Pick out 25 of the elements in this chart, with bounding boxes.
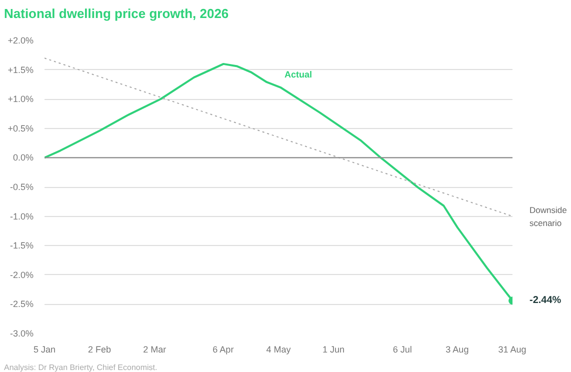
y-tick-label: +0.5% xyxy=(8,123,34,134)
x-tick-label: 2 Mar xyxy=(143,344,166,354)
y-tick-label: +1.0% xyxy=(8,94,34,104)
y-tick-label: 0.0% xyxy=(12,152,34,163)
y-tick-label: -2.5% xyxy=(10,299,34,310)
y-tick-label: -0.5% xyxy=(10,182,34,192)
x-tick-label: 6 Jul xyxy=(392,344,412,354)
x-tick-label: 1 Jun xyxy=(322,344,345,354)
y-tick-label: +1.5% xyxy=(8,64,34,75)
x-tick-label: 3 Aug xyxy=(446,344,469,354)
y-tick-label: +2.0% xyxy=(8,36,34,46)
y-tick-label: -1.0% xyxy=(10,211,34,222)
y-tick-label: -3.0% xyxy=(10,328,34,338)
x-tick-label: 2 Feb xyxy=(88,344,112,354)
x-tick-label: 6 Apr xyxy=(212,344,234,354)
series-label: Actual xyxy=(284,69,312,80)
x-tick-label: 31 Aug xyxy=(498,344,526,354)
chart-title: National dwelling price growth, 2026 xyxy=(4,5,229,23)
x-tick-label: 4 May xyxy=(266,344,292,354)
series-label: Downside scenario xyxy=(530,204,568,228)
text: Analysis: Dr Ryan Brierty, Chief Economist. xyxy=(4,362,158,372)
x-tick-label: 5 Jan xyxy=(33,344,56,354)
y-tick-label: -1.5% xyxy=(10,240,34,251)
data-label: -2.44% xyxy=(530,295,562,306)
y-tick-label: -2.0% xyxy=(10,270,34,280)
